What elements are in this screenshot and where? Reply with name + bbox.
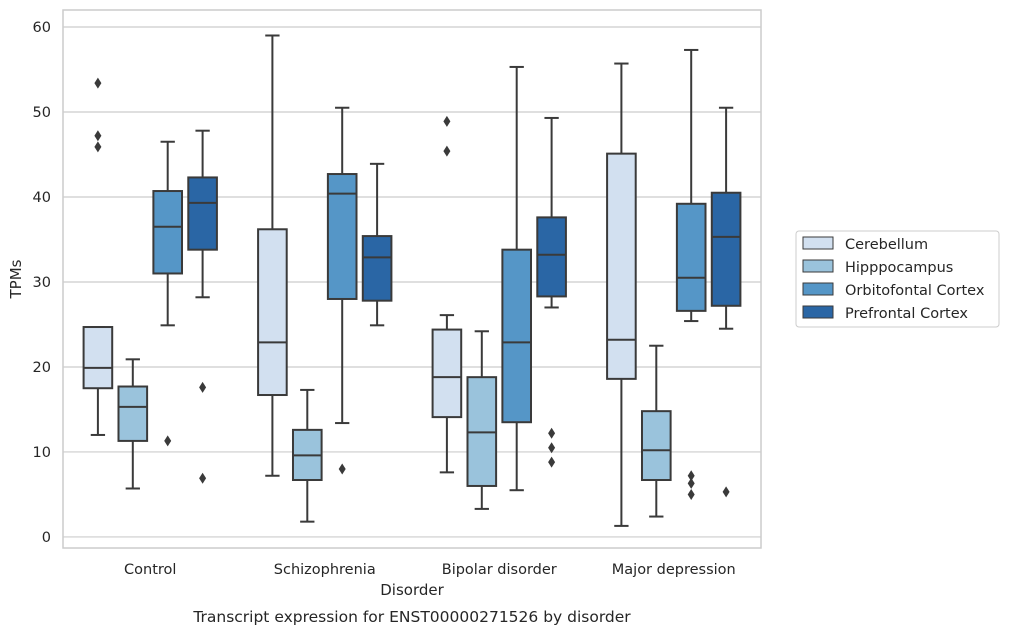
iqr-box bbox=[536, 216, 567, 298]
box-orbitofontal-cortex-major-depression bbox=[675, 48, 707, 500]
chart-caption: Transcript expression for ENST0000027152… bbox=[192, 608, 631, 626]
iqr-box bbox=[710, 191, 742, 307]
box-cerebellum-schizophrenia bbox=[257, 34, 288, 477]
x-tick-label: Control bbox=[124, 562, 176, 578]
legend-item: Cerebellum bbox=[802, 236, 928, 253]
box-prefrontal-cortex-control bbox=[187, 129, 218, 484]
x-tick-labels: Control Schizophrenia Bipolar disorder Majo… bbox=[124, 562, 736, 578]
outlier-point bbox=[687, 477, 695, 489]
outlier-point bbox=[94, 130, 102, 142]
iqr-box bbox=[326, 173, 358, 300]
box-hipppocampus-schizophrenia bbox=[291, 388, 323, 523]
box-cerebellum-bipolar-disorder bbox=[431, 115, 463, 474]
x-tick-label: Schizophrenia bbox=[274, 562, 376, 578]
y-tick-label: 60 bbox=[33, 20, 51, 36]
y-tick-label: 10 bbox=[33, 445, 51, 461]
box-hipppocampus-control bbox=[117, 358, 149, 490]
x-tick-label: Major depression bbox=[612, 562, 736, 578]
iqr-box bbox=[640, 410, 672, 482]
box-prefrontal-cortex-schizophrenia bbox=[361, 162, 393, 327]
iqr-box bbox=[431, 328, 463, 419]
legend: Cerebellum Hipppocampus Orbitofontal Corte… bbox=[795, 230, 1000, 328]
outlier-point bbox=[687, 488, 695, 500]
y-tick-label: 30 bbox=[33, 275, 51, 291]
outlier-point bbox=[548, 427, 556, 439]
legend-item: Prefrontal Cortex bbox=[802, 305, 968, 322]
legend-label: Orbitofontal Cortex bbox=[845, 283, 985, 299]
outlier-point bbox=[722, 486, 730, 498]
iqr-box bbox=[257, 228, 288, 397]
legend-swatch bbox=[802, 259, 834, 273]
outlier-point bbox=[199, 472, 207, 484]
outlier-point bbox=[687, 470, 695, 482]
x-tick-label: Bipolar disorder bbox=[442, 562, 557, 578]
outlier-point bbox=[94, 77, 102, 89]
x-axis-label: Disorder bbox=[380, 581, 444, 599]
plot-frame bbox=[62, 9, 762, 549]
legend-swatch bbox=[802, 282, 834, 296]
iqr-box bbox=[606, 152, 637, 380]
box-hipppocampus-bipolar-disorder bbox=[466, 330, 498, 510]
box-cerebellum-control bbox=[82, 77, 114, 436]
box-layer bbox=[82, 34, 742, 527]
y-tick-label: 50 bbox=[33, 105, 51, 121]
outlier-point bbox=[443, 115, 451, 127]
box-prefrontal-cortex-bipolar-disorder bbox=[536, 116, 567, 468]
box-orbitofontal-cortex-control bbox=[152, 140, 184, 447]
legend-label: Prefrontal Cortex bbox=[845, 306, 968, 322]
box-orbitofontal-cortex-schizophrenia bbox=[326, 106, 358, 475]
box-hipppocampus-major-depression bbox=[640, 344, 672, 518]
iqr-box bbox=[152, 190, 184, 275]
iqr-box bbox=[117, 385, 149, 442]
iqr-box bbox=[187, 176, 218, 251]
legend-item: Orbitofontal Cortex bbox=[802, 282, 985, 299]
iqr-box bbox=[361, 235, 393, 302]
y-tick-label: 0 bbox=[42, 530, 51, 546]
box-prefrontal-cortex-major-depression bbox=[710, 106, 742, 498]
outlier-point bbox=[548, 456, 556, 468]
box-cerebellum-major-depression bbox=[606, 62, 637, 527]
legend-swatch bbox=[802, 305, 834, 319]
legend-label: Cerebellum bbox=[845, 237, 928, 253]
legend-items: Cerebellum Hipppocampus Orbitofontal Corte… bbox=[802, 236, 985, 322]
legend-swatch bbox=[802, 236, 834, 250]
iqr-box bbox=[82, 326, 114, 390]
outlier-point bbox=[338, 463, 346, 475]
outlier-point bbox=[199, 381, 207, 393]
legend-label: Hipppocampus bbox=[845, 260, 953, 276]
outlier-point bbox=[443, 145, 451, 157]
iqr-box bbox=[675, 202, 707, 312]
legend-item: Hipppocampus bbox=[802, 259, 953, 276]
outlier-point bbox=[548, 442, 556, 454]
box-orbitofontal-cortex-bipolar-disorder bbox=[501, 65, 533, 492]
legend-frame bbox=[795, 230, 1000, 328]
iqr-box bbox=[501, 248, 533, 424]
y-axis-label: TPMs bbox=[7, 259, 25, 299]
outlier-point bbox=[164, 435, 172, 447]
outlier-point bbox=[94, 141, 102, 153]
y-tick-label: 20 bbox=[33, 360, 51, 376]
y-tick-label: 40 bbox=[33, 190, 51, 206]
y-tick-labels: 0 10 20 30 40 50 60 bbox=[33, 20, 51, 546]
